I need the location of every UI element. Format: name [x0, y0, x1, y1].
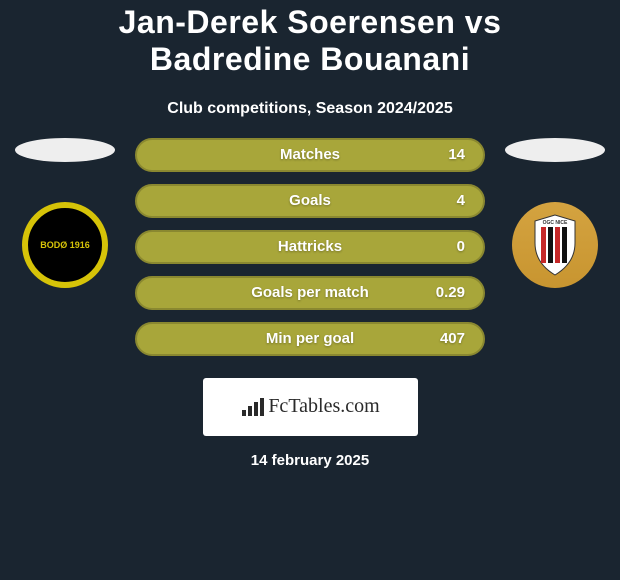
team-badge-left-label: BODØ 1916 [40, 240, 90, 250]
bar-chart-icon [240, 396, 266, 418]
page-title: Jan-Derek Soerensen vs Badredine Bouanan… [0, 0, 620, 86]
right-player-col: OGC NICE [505, 138, 605, 288]
stat-value: 14 [448, 146, 465, 163]
stat-label: Goals [289, 192, 331, 209]
stat-row: Goals per match 0.29 [135, 276, 485, 310]
source-logo-text: FcTables.com [268, 395, 379, 418]
stat-row: Hattricks 0 [135, 230, 485, 264]
right-ellipse [505, 138, 605, 162]
team-badge-right: OGC NICE [512, 202, 598, 288]
main-area: BODØ 1916 Matches 14 Goals 4 Hattricks 0 Goals… [0, 138, 620, 356]
stat-label: Hattricks [278, 238, 342, 255]
comparison-card: Jan-Derek Soerensen vs Badredine Bouanan… [0, 0, 620, 469]
stat-row: Min per goal 407 [135, 322, 485, 356]
footer-date: 14 february 2025 [0, 452, 620, 469]
stat-label: Min per goal [266, 330, 354, 347]
stat-label: Goals per match [251, 284, 369, 301]
source-logo: FcTables.com [203, 378, 418, 436]
stat-value: 0.29 [436, 284, 465, 301]
stat-row: Matches 14 [135, 138, 485, 172]
left-ellipse [15, 138, 115, 162]
stat-label: Matches [280, 146, 340, 163]
left-player-col: BODØ 1916 [15, 138, 115, 288]
stat-value: 0 [457, 238, 465, 255]
team-badge-left: BODØ 1916 [22, 202, 108, 288]
stat-row: Goals 4 [135, 184, 485, 218]
stats-list: Matches 14 Goals 4 Hattricks 0 Goals per match… [135, 138, 485, 356]
subtitle: Club competitions, Season 2024/2025 [0, 100, 620, 118]
stat-value: 4 [457, 192, 465, 209]
shield-icon: OGC NICE [529, 213, 581, 277]
svg-text:OGC NICE: OGC NICE [543, 220, 568, 226]
stat-value: 407 [440, 330, 465, 347]
